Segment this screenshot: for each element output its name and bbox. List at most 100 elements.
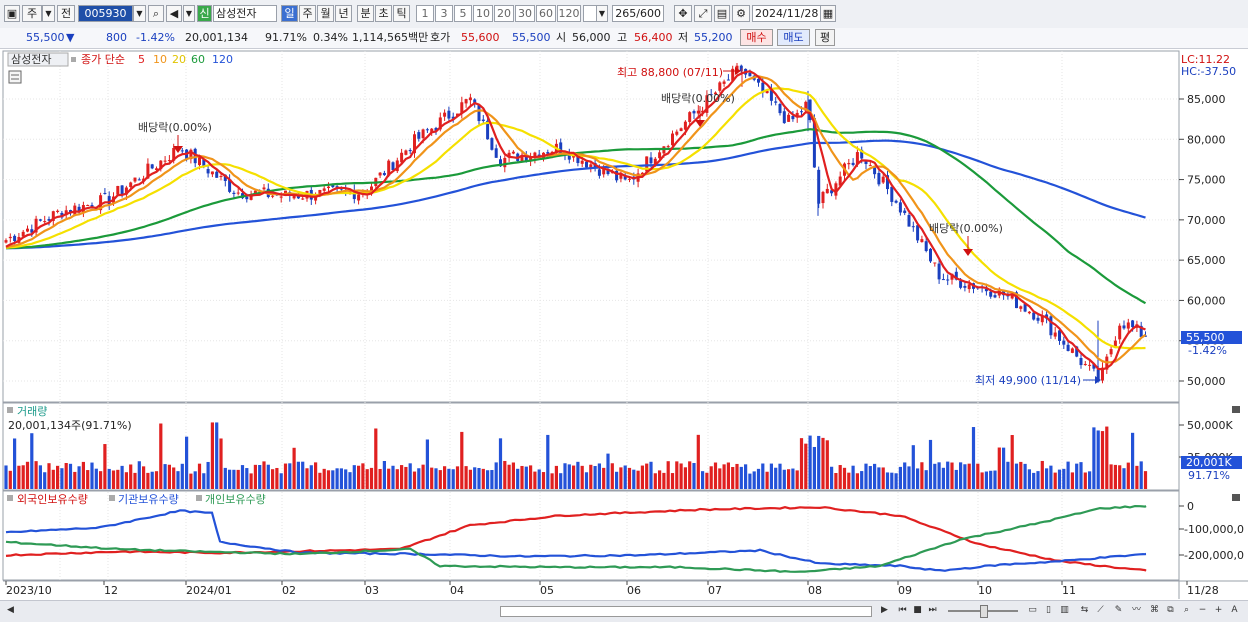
chart-scrollbar[interactable]: ◀ ▶ ⏮ ■ ⏭ ▭ ▯ ▥ ⇆ ⟋ ✎ 〰 ⌘ ⧉ ⌕ − + A	[0, 600, 1248, 622]
legend-institution-holding[interactable]: 기관보유수량	[118, 493, 179, 506]
stop-icon[interactable]: ■	[913, 605, 922, 615]
period-tick-button[interactable]: 틱	[393, 5, 410, 22]
turnover-value: 0.34%	[313, 31, 348, 44]
copy-icon[interactable]: ⧉	[1167, 605, 1174, 615]
interval-60-button[interactable]: 60	[536, 5, 556, 22]
compare-icon[interactable]: ⇆	[1080, 605, 1089, 615]
volume-bar	[533, 471, 537, 489]
interval-5-button[interactable]: 5	[454, 5, 472, 22]
volume-bar	[1113, 464, 1117, 489]
play-forward-icon[interactable]: ⏭	[928, 605, 937, 615]
market-select[interactable]: 주	[22, 5, 42, 22]
interval-20-button[interactable]: 20	[494, 5, 514, 22]
candle-body	[701, 110, 705, 113]
font-size-icon[interactable]: A	[1231, 605, 1238, 615]
period-year-button[interactable]: 년	[335, 5, 352, 22]
volume-bar	[365, 469, 369, 489]
speaker-icon[interactable]: ◀	[166, 5, 182, 22]
market-dropdown-icon[interactable]: ▼	[42, 5, 55, 22]
search-icon[interactable]: ⌕	[148, 5, 164, 22]
zoom-search-icon[interactable]: ⌕	[1183, 605, 1190, 615]
candle-body	[795, 112, 799, 118]
x-axis-label: 02	[282, 584, 296, 597]
zoom-in-icon[interactable]: +	[1214, 605, 1223, 615]
x-axis-label: 06	[627, 584, 641, 597]
volume-bar	[615, 471, 619, 489]
speaker-dropdown-icon[interactable]: ▼	[183, 5, 195, 22]
volume-bar	[731, 467, 735, 489]
grid-lines	[3, 51, 1179, 580]
interval-120-button[interactable]: 120	[557, 5, 581, 22]
volume-bar	[679, 463, 683, 489]
volume-bar	[490, 470, 494, 489]
buy-button[interactable]: 매수	[740, 29, 773, 46]
scroll-left-icon[interactable]: ◀	[7, 605, 14, 615]
period-week-button[interactable]: 주	[299, 5, 316, 22]
volume-ratio: 91.71%	[265, 31, 307, 44]
price-change-pct: -1.42%	[136, 31, 175, 44]
date-field[interactable]: 2024/11/28	[752, 5, 822, 22]
ma120-line	[5, 139, 1146, 250]
pattern-tool-icon[interactable]: ⌘	[1150, 605, 1159, 615]
volume-bar	[129, 464, 133, 489]
code-dropdown-icon[interactable]: ▼	[133, 5, 146, 22]
chart-type-icon[interactable]: ▭	[1028, 605, 1037, 615]
trade-amount: 1,114,565백만	[352, 31, 429, 44]
volume-panel-title[interactable]: 거래량	[17, 405, 47, 418]
interval-3-button[interactable]: 3	[435, 5, 453, 22]
volume-panel-close-icon[interactable]	[1232, 406, 1240, 413]
low-price: 55,200	[694, 31, 733, 44]
price-legend-box[interactable]	[7, 52, 69, 67]
legend-foreign-holding[interactable]: 외국인보유수량	[17, 493, 88, 506]
data-count-field[interactable]: 265/600	[612, 5, 664, 22]
table-toggle-icon[interactable]	[8, 70, 22, 84]
volume-bar	[374, 428, 378, 489]
calendar-icon[interactable]: ▦	[820, 5, 836, 22]
interval-10-button[interactable]: 10	[473, 5, 493, 22]
scroll-thumb[interactable]	[500, 606, 872, 617]
volume-bar	[288, 463, 292, 489]
prefix-button[interactable]: 전	[57, 5, 75, 22]
holding-panel-close-icon[interactable]	[1232, 494, 1240, 501]
evaluate-button[interactable]: 평	[815, 29, 835, 46]
layout-icon[interactable]: ▥	[1060, 605, 1069, 615]
candle-body	[898, 202, 902, 213]
candle-body	[589, 164, 593, 169]
crosshair-icon[interactable]: ✥	[674, 5, 692, 22]
gear-icon[interactable]: ⚙	[732, 5, 750, 22]
stock-code-input[interactable]: 005930	[78, 5, 133, 22]
split-view-icon[interactable]: ▯	[1046, 605, 1051, 615]
volume-bar	[425, 439, 429, 489]
sell-button[interactable]: 매도	[777, 29, 810, 46]
zoom-out-icon[interactable]: −	[1198, 605, 1207, 615]
period-day-button[interactable]: 일	[281, 5, 298, 22]
scroll-right-icon[interactable]: ▶	[881, 605, 888, 615]
interval-30-button[interactable]: 30	[515, 5, 535, 22]
draw-tool-icon[interactable]: ✎	[1114, 605, 1123, 615]
interval-1-button[interactable]: 1	[416, 5, 434, 22]
play-back-icon[interactable]: ⏮	[898, 605, 907, 615]
period-minute-button[interactable]: 분	[357, 5, 374, 22]
volume-bar	[864, 463, 868, 489]
volume-bar	[825, 440, 829, 489]
candle-body	[327, 186, 330, 189]
legend-individual-holding[interactable]: 개인보유수량	[205, 493, 266, 506]
candle-body	[851, 162, 855, 165]
save-icon[interactable]: ▤	[714, 5, 730, 22]
custom-interval-dropdown-icon[interactable]: ▼	[596, 5, 608, 22]
stock-chart[interactable]: 삼성전자 종가 단순 5 10 20 60 120 LC:11.22 HC:-3…	[0, 49, 1248, 599]
candle-body	[967, 284, 971, 290]
price-y-tick-label: 80,000	[1187, 133, 1226, 146]
trend-tool-icon[interactable]: ⟋	[1097, 605, 1104, 615]
candle-body	[722, 81, 726, 84]
volume-bar	[219, 438, 223, 489]
volume-bar	[4, 465, 8, 489]
wave-tool-icon[interactable]: 〰	[1131, 605, 1141, 615]
period-second-button[interactable]: 초	[375, 5, 392, 22]
volume-bar	[632, 469, 636, 489]
zoom-slider-handle[interactable]	[980, 605, 988, 618]
line-tool-icon[interactable]: ⤢	[694, 5, 712, 22]
period-month-button[interactable]: 월	[317, 5, 334, 22]
volume-bar	[73, 471, 77, 489]
window-menu-icon[interactable]: ▣	[4, 5, 20, 22]
